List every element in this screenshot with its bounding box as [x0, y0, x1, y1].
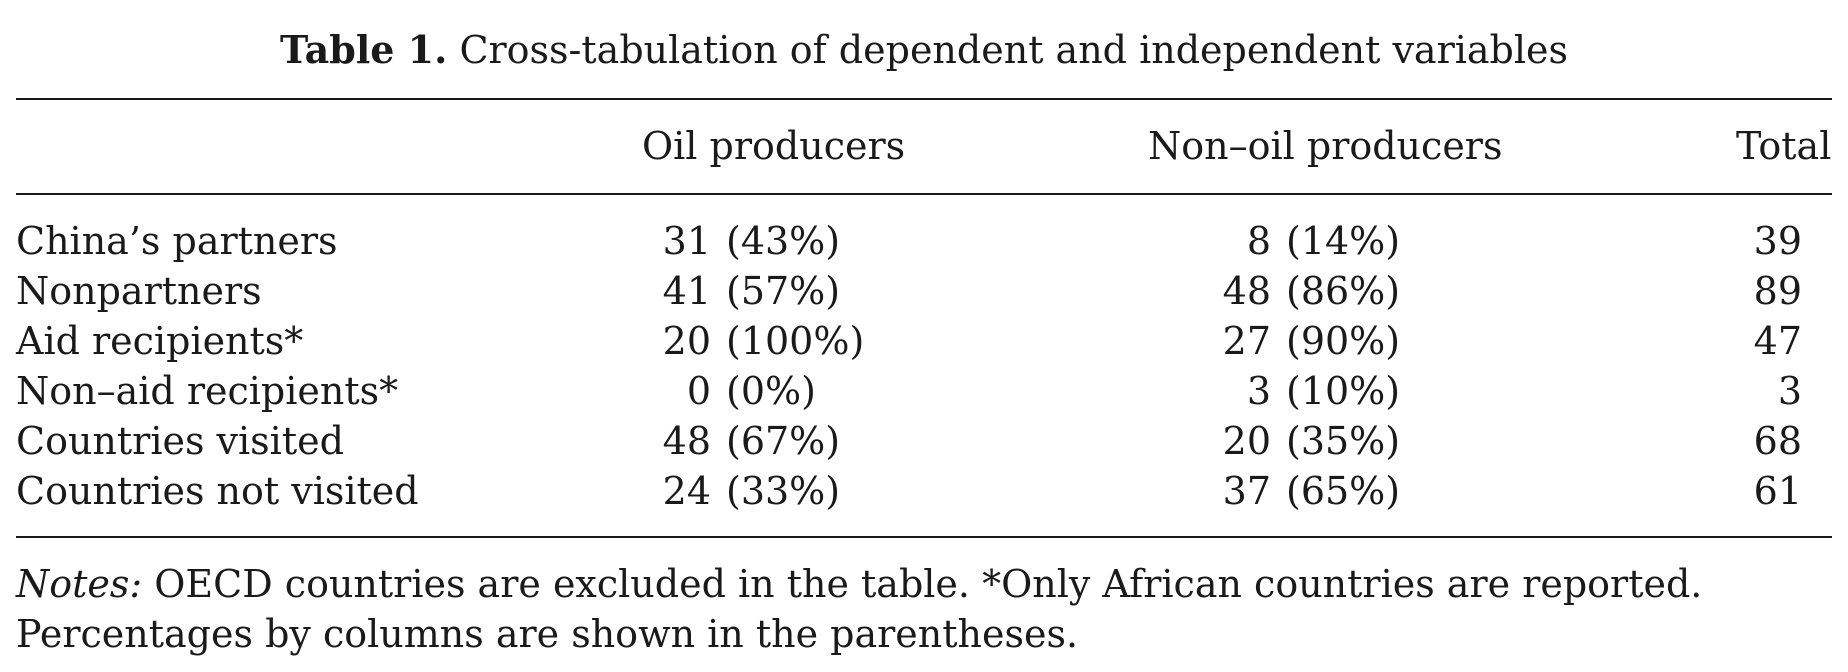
nonoil-percent: (90%) [1286, 319, 1401, 363]
row-label: China’s partners [16, 219, 338, 263]
nonoil-count: 48 [1222, 269, 1271, 313]
oil-count: 0 [686, 369, 711, 413]
notes-text: OECD countries are excluded in the table… [16, 562, 1703, 656]
top-rule [16, 98, 1832, 100]
nonoil-percent: (35%) [1286, 419, 1401, 463]
nonoil-percent: (65%) [1286, 469, 1401, 513]
nonoil-count: 8 [1246, 219, 1271, 263]
total-count: 68 [1753, 419, 1802, 463]
oil-percent: (43%) [726, 219, 841, 263]
table-caption: Table 1. Cross-tabulation of dependent a… [0, 24, 1848, 76]
total-count: 61 [1753, 469, 1802, 513]
table-title: Cross-tabulation of dependent and indepe… [459, 28, 1569, 72]
row-label: Aid recipients* [16, 319, 304, 363]
notes-label: Notes: [16, 562, 143, 606]
total-count: 3 [1777, 369, 1802, 413]
oil-percent: (33%) [726, 469, 841, 513]
oil-percent: (67%) [726, 419, 841, 463]
nonoil-count: 3 [1246, 369, 1271, 413]
table-notes: Notes: OECD countries are excluded in th… [16, 559, 1832, 659]
total-count: 39 [1753, 219, 1802, 263]
nonoil-percent: (86%) [1286, 269, 1401, 313]
oil-percent: (0%) [726, 369, 816, 413]
table-number: Table 1. [279, 27, 448, 72]
row-label: Nonpartners [16, 269, 262, 313]
oil-count: 31 [662, 219, 711, 263]
column-header-oil: Oil producers [642, 124, 906, 168]
column-header-total: Total [1736, 124, 1832, 168]
bottom-rule [16, 536, 1832, 538]
nonoil-count: 27 [1222, 319, 1271, 363]
nonoil-count: 37 [1222, 469, 1271, 513]
oil-count: 24 [662, 469, 711, 513]
total-count: 47 [1753, 319, 1802, 363]
total-count: 89 [1753, 269, 1802, 313]
oil-percent: (57%) [726, 269, 841, 313]
nonoil-percent: (10%) [1286, 369, 1401, 413]
oil-percent: (100%) [726, 319, 865, 363]
nonoil-percent: (14%) [1286, 219, 1401, 263]
oil-count: 41 [662, 269, 711, 313]
oil-count: 20 [662, 319, 711, 363]
row-label: Non–aid recipients* [16, 369, 399, 413]
nonoil-count: 20 [1222, 419, 1271, 463]
column-header-nonoil: Non–oil producers [1148, 124, 1503, 168]
oil-count: 48 [662, 419, 711, 463]
row-label: Countries visited [16, 419, 344, 463]
header-rule [16, 193, 1832, 195]
row-label: Countries not visited [16, 469, 419, 513]
